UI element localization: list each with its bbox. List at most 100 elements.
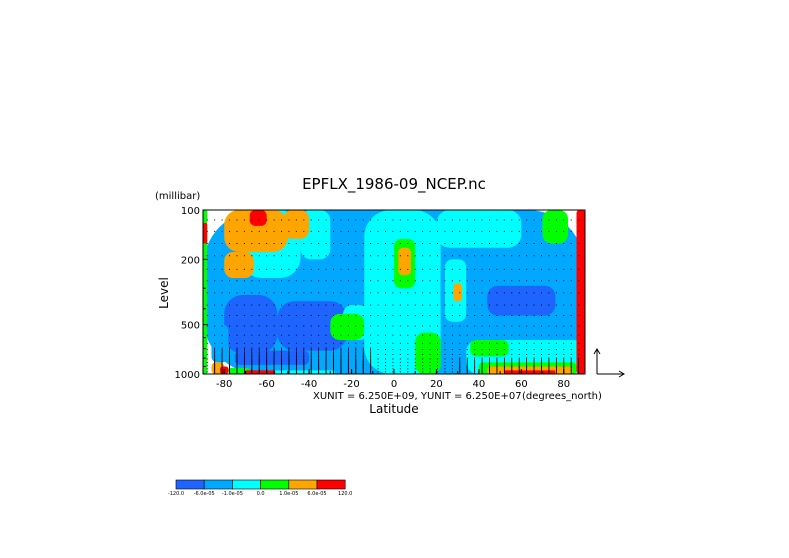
flux-vector — [570, 230, 572, 232]
flux-vector — [295, 304, 297, 306]
flux-vector — [496, 334, 498, 336]
flux-vector — [273, 325, 275, 327]
flux-vector — [229, 219, 231, 221]
flux-vector — [437, 219, 439, 221]
flux-vector — [273, 230, 275, 232]
x-tick-label: 20 — [430, 379, 443, 390]
flux-vector — [355, 219, 357, 221]
flux-vector — [258, 242, 260, 244]
flux-vector — [474, 342, 476, 344]
flux-vector — [407, 349, 409, 351]
flux-vector — [258, 334, 260, 336]
flux-vector — [451, 325, 453, 327]
flux-vector — [570, 219, 572, 221]
flux-vector — [466, 280, 468, 282]
flux-vector — [474, 334, 476, 336]
flux-vector — [243, 315, 245, 317]
flux-vector — [310, 242, 312, 244]
flux-vector — [399, 334, 401, 336]
flux-vector — [444, 242, 446, 244]
flux-vector — [221, 292, 223, 294]
flux-vector — [258, 255, 260, 257]
flux-vector — [422, 219, 424, 221]
flux-vector — [310, 280, 312, 282]
flux-vector — [466, 268, 468, 270]
flux-vector — [422, 342, 424, 344]
flux-vector — [229, 268, 231, 270]
flux-vector — [243, 230, 245, 232]
flux-vector — [303, 342, 305, 344]
flux-vector — [407, 358, 409, 360]
flux-vector — [563, 230, 565, 232]
flux-vector — [206, 242, 208, 244]
flux-vector — [444, 365, 446, 367]
flux-vector — [399, 242, 401, 244]
flux-vector — [281, 219, 283, 221]
flux-vector — [392, 325, 394, 327]
flux-vector — [370, 304, 372, 306]
heatmap-region-7 — [224, 295, 278, 354]
flux-vector — [236, 342, 238, 344]
flux-vector — [258, 219, 260, 221]
flux-vector — [355, 292, 357, 294]
flux-vector — [251, 230, 253, 232]
flux-vector — [540, 292, 542, 294]
flux-vector — [221, 334, 223, 336]
flux-vector — [451, 368, 453, 370]
flux-vector — [518, 334, 520, 336]
flux-vector — [288, 325, 290, 327]
flux-vector — [399, 268, 401, 270]
flux-vector — [370, 325, 372, 327]
flux-vector — [303, 280, 305, 282]
flux-vector — [422, 371, 424, 373]
heatmap-region-28 — [542, 210, 569, 244]
flux-vector — [229, 334, 231, 336]
flux-vector — [370, 219, 372, 221]
flux-vector — [459, 342, 461, 344]
flux-vector — [295, 255, 297, 257]
flux-vector — [466, 325, 468, 327]
flux-vector — [459, 315, 461, 317]
flux-vector — [533, 304, 535, 306]
flux-vector — [578, 349, 580, 351]
flux-vector — [526, 349, 528, 351]
flux-vector — [347, 304, 349, 306]
flux-vector — [548, 255, 550, 257]
flux-vector — [325, 255, 327, 257]
flux-vector — [429, 349, 431, 351]
flux-vector — [392, 219, 394, 221]
flux-vector — [474, 280, 476, 282]
flux-vector — [281, 230, 283, 232]
flux-vector — [444, 304, 446, 306]
flux-vector — [333, 334, 335, 336]
flux-vector — [362, 242, 364, 244]
flux-vector — [570, 315, 572, 317]
flux-vector — [481, 255, 483, 257]
flux-vector — [503, 292, 505, 294]
flux-vector — [340, 219, 342, 221]
flux-vector — [370, 292, 372, 294]
flux-vector — [318, 230, 320, 232]
flux-vector — [206, 325, 208, 327]
flux-vector — [414, 342, 416, 344]
flux-vector — [251, 292, 253, 294]
flux-vector — [511, 353, 513, 355]
flux-vector — [399, 349, 401, 351]
flux-vector — [466, 353, 468, 355]
flux-vector — [243, 219, 245, 221]
flux-vector — [318, 334, 320, 336]
flux-vector — [221, 242, 223, 244]
x-tick-label: -20 — [343, 379, 359, 390]
flux-vector — [548, 268, 550, 270]
flux-vector — [459, 304, 461, 306]
flux-vector — [303, 292, 305, 294]
flux-vector — [503, 334, 505, 336]
flux-vector — [377, 325, 379, 327]
flux-vector — [533, 353, 535, 355]
flux-vector — [392, 280, 394, 282]
flux-vector — [310, 304, 312, 306]
flux-vector — [281, 242, 283, 244]
flux-vector — [206, 255, 208, 257]
flux-vector — [333, 242, 335, 244]
flux-vector — [362, 255, 364, 257]
